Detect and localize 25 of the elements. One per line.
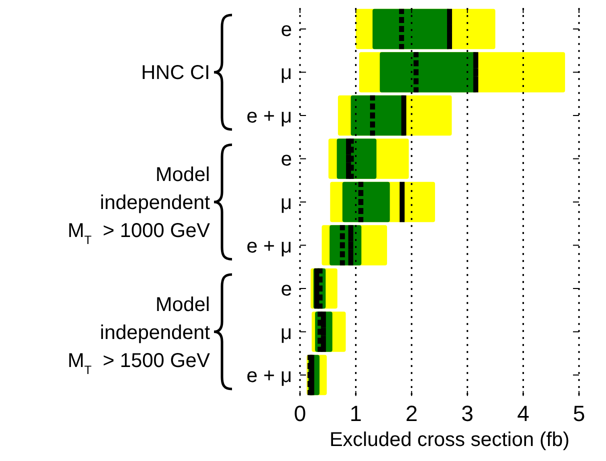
- x-tick-label: 3: [461, 401, 474, 426]
- x-tick-label: 2: [405, 401, 418, 426]
- x-tick-label: 5: [572, 401, 586, 426]
- point: [399, 26, 404, 32]
- point: [370, 112, 376, 118]
- x-tick-label: 4: [517, 401, 530, 426]
- point: [340, 242, 345, 248]
- y-tick-label: e + μ: [246, 365, 292, 388]
- y-tick-label: μ: [280, 62, 292, 84]
- point: [414, 69, 419, 76]
- y-tick-label: μ: [280, 322, 292, 344]
- x-axis-title: Excluded cross section (fb): [329, 429, 570, 451]
- bar: [342, 182, 390, 222]
- text: Model independent M$_{T}$ > 1000 GeV: [68, 164, 211, 247]
- text: Model independent M$_{T}$ > 1500 GeV: [68, 294, 211, 377]
- y-tick-label: μ: [280, 192, 292, 214]
- x-tick-label: 0: [294, 401, 306, 426]
- x-tick-label: 1: [350, 401, 362, 426]
- y-tick-label: e: [280, 18, 292, 41]
- text: HNC CI: [141, 62, 210, 84]
- y-tick-label: e: [280, 148, 292, 171]
- point: [358, 199, 364, 205]
- y-tick-label: e: [280, 278, 292, 301]
- y-tick-label: e + μ: [246, 105, 292, 128]
- y-tick-label: e + μ: [246, 235, 292, 258]
